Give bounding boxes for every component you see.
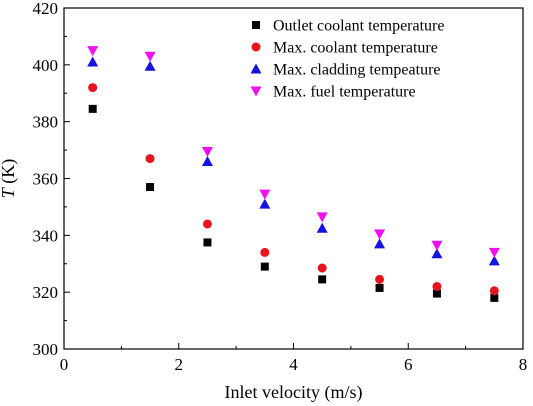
point-s3-2 [201, 147, 213, 158]
y-axis-label-symbol: T [0, 186, 18, 198]
point-s1-7 [489, 286, 499, 296]
y-tick-label-420: 420 [33, 0, 59, 18]
data-points [87, 46, 500, 302]
legend-label-3: Max. fuel temperature [273, 84, 416, 101]
point-s1-6 [432, 281, 442, 291]
point-s0-3 [260, 262, 269, 271]
y-axis-label-unit: (K) [0, 159, 19, 189]
point-s1-2 [202, 219, 212, 229]
point-s0-4 [318, 275, 327, 284]
point-s2-3 [259, 198, 271, 209]
y-axis: 300 320 340 360 380 400 420 [33, 0, 70, 359]
legend-label-1: Max. coolant temperature [273, 40, 438, 57]
legend-marker-1 [251, 42, 261, 52]
legend-marker-2 [250, 63, 262, 74]
x-tick-label-4: 4 [289, 355, 298, 374]
legend-marker-3 [250, 86, 262, 97]
x-axis-label: Inlet velocity (m/s) [225, 382, 363, 403]
x-tick-label-6: 6 [404, 355, 413, 374]
x-tick-label-2: 2 [175, 355, 184, 374]
point-s0-1 [146, 183, 155, 192]
point-s0-0 [88, 104, 97, 113]
y-tick-label-400: 400 [33, 56, 59, 75]
legend-label-0: Outlet coolant temperature [273, 18, 444, 35]
point-s0-2 [203, 238, 212, 247]
y-tick-label-380: 380 [33, 113, 59, 132]
point-s2-5 [374, 238, 386, 249]
point-s2-0 [87, 56, 99, 67]
point-s0-7 [490, 293, 499, 302]
point-s3-1 [144, 51, 156, 62]
point-s0-5 [375, 283, 384, 292]
y-tick-label-320: 320 [33, 283, 59, 302]
point-s2-1 [144, 60, 156, 71]
legend-marker-0 [252, 21, 260, 29]
point-s1-4 [317, 263, 327, 273]
x-axis: 0 2 4 6 8 [60, 343, 528, 374]
point-s3-0 [87, 46, 99, 57]
point-s3-6 [431, 240, 443, 251]
x-tick-label-0: 0 [60, 355, 69, 374]
y-tick-label-360: 360 [33, 170, 59, 189]
point-s1-3 [260, 247, 270, 257]
y-tick-label-340: 340 [33, 226, 59, 245]
point-s3-3 [259, 189, 271, 200]
plot-frame [63, 7, 524, 350]
y-tick-label-300: 300 [33, 340, 59, 359]
point-s2-7 [488, 255, 500, 266]
point-s1-0 [88, 83, 98, 93]
point-s1-5 [375, 274, 385, 284]
legend-label-2: Max. cladding tempeature [273, 62, 441, 79]
point-s2-2 [201, 155, 213, 166]
point-s0-6 [432, 289, 441, 298]
point-s3-7 [488, 247, 500, 258]
point-s2-6 [431, 248, 443, 259]
point-s3-4 [316, 212, 328, 223]
point-s3-5 [374, 229, 386, 240]
legend: Outlet coolant temperature Max. coolant t… [250, 18, 444, 101]
point-s1-1 [145, 154, 155, 164]
point-s2-4 [316, 222, 328, 233]
x-tick-label-8: 8 [519, 355, 528, 374]
y-axis-label: T (K) [0, 159, 19, 199]
